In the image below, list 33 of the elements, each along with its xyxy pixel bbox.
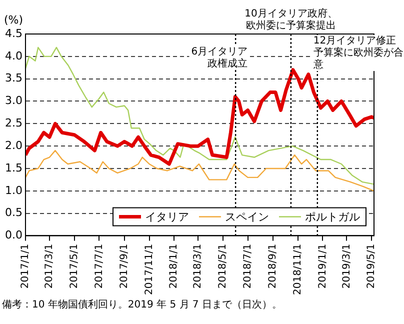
- x-tick-label: 2018/7/1: [242, 244, 254, 289]
- x-tick-label: 2018/11/1: [292, 244, 304, 296]
- x-tick-label: 2019/1/1: [317, 244, 328, 289]
- y-tick-label: 0.5: [4, 206, 22, 220]
- ref-line-label: 12月イタリア修正予算案に欧州委が合意: [312, 36, 404, 71]
- legend-label: イタリア: [145, 210, 189, 224]
- y-tick-label: 1.0: [4, 184, 22, 197]
- y-tick-label: 1.5: [4, 161, 22, 174]
- x-tick-label: 2017/7/1: [94, 244, 105, 289]
- x-tick-label: 2017/11/1: [144, 244, 155, 296]
- text: 備考：10 年物国債利回り。2019 年 5 月 7 日まで（日次）。: [2, 298, 282, 311]
- x-tick-label: 2018/3/1: [192, 244, 204, 289]
- y-tick-label: 3.5: [4, 72, 22, 85]
- y-tick-label: 4.0: [4, 49, 22, 62]
- legend-label: スペイン: [225, 210, 269, 224]
- x-tick-label: 2018/9/1: [268, 244, 279, 289]
- x-tick-label: 2017/3/1: [44, 244, 56, 289]
- ref-line-label: 10月イタリア政府、欧州委に予算案提出: [244, 8, 338, 32]
- y-tick-label: 2.5: [4, 116, 22, 130]
- x-tick-label: 2017/9/1: [119, 244, 130, 289]
- ref-line-label: 6月イタリア政権成立: [191, 46, 248, 70]
- y-tick-label: 2.0: [4, 138, 22, 152]
- y-tick-label: 3.0: [4, 94, 22, 108]
- legend-label: ポルトガル: [305, 210, 360, 224]
- y-tick-label: 4.5: [4, 26, 22, 40]
- y-axis-title: (%): [4, 13, 24, 26]
- x-tick-label: 2018/5/1: [218, 244, 229, 289]
- x-tick-label: 2017/5/1: [68, 244, 80, 289]
- y-tick-label: 0.0: [4, 228, 22, 242]
- x-tick-label: 2019/5/1: [366, 244, 378, 289]
- x-tick-label: 2018/1/1: [168, 244, 180, 289]
- x-tick-label: 2017/1/1: [20, 244, 32, 289]
- x-tick-label: 2019/3/1: [341, 244, 352, 289]
